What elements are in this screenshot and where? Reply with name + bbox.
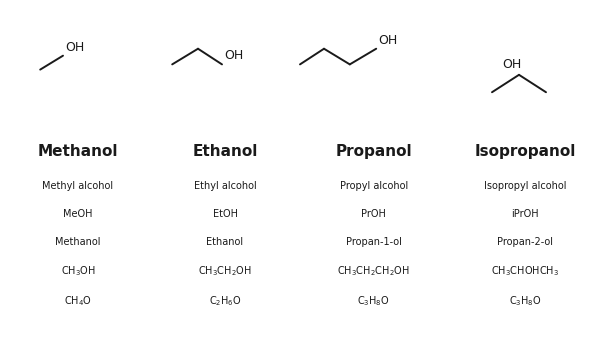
Text: OH: OH <box>224 49 243 62</box>
Text: OH: OH <box>378 34 397 47</box>
Text: Propan-1-ol: Propan-1-ol <box>346 237 402 247</box>
Text: Ethanol: Ethanol <box>193 144 257 159</box>
Text: $\mathregular{CH_4O}$: $\mathregular{CH_4O}$ <box>64 294 92 308</box>
Text: MeOH: MeOH <box>63 209 93 219</box>
Text: OH: OH <box>65 41 84 54</box>
Text: Methanol: Methanol <box>38 144 118 159</box>
Text: iPrOH: iPrOH <box>511 209 539 219</box>
Text: Isopropanol: Isopropanol <box>475 144 575 159</box>
Text: $\mathregular{C_2H_6O}$: $\mathregular{C_2H_6O}$ <box>209 294 241 308</box>
Text: Ethyl alcohol: Ethyl alcohol <box>194 181 256 191</box>
Text: $\mathregular{CH_3CHOHCH_3}$: $\mathregular{CH_3CHOHCH_3}$ <box>491 264 559 278</box>
Text: OH: OH <box>502 58 521 71</box>
Text: Propyl alcohol: Propyl alcohol <box>340 181 408 191</box>
Text: $\mathregular{CH_3CH_2CH_2OH}$: $\mathregular{CH_3CH_2CH_2OH}$ <box>337 264 410 278</box>
Text: PrOH: PrOH <box>361 209 386 219</box>
Text: $\mathregular{CH_3CH_2OH}$: $\mathregular{CH_3CH_2OH}$ <box>198 264 252 278</box>
Text: EtOH: EtOH <box>212 209 238 219</box>
Text: Methyl alcohol: Methyl alcohol <box>43 181 113 191</box>
Text: Propan-2-ol: Propan-2-ol <box>497 237 553 247</box>
Text: Ethanol: Ethanol <box>206 237 244 247</box>
Text: $\mathregular{C_3H_8O}$: $\mathregular{C_3H_8O}$ <box>358 294 390 308</box>
Text: Isopropyl alcohol: Isopropyl alcohol <box>484 181 566 191</box>
Text: $\mathregular{CH_3OH}$: $\mathregular{CH_3OH}$ <box>61 264 95 278</box>
Text: Methanol: Methanol <box>55 237 101 247</box>
Text: $\mathregular{C_3H_8O}$: $\mathregular{C_3H_8O}$ <box>509 294 541 308</box>
Text: Propanol: Propanol <box>335 144 412 159</box>
